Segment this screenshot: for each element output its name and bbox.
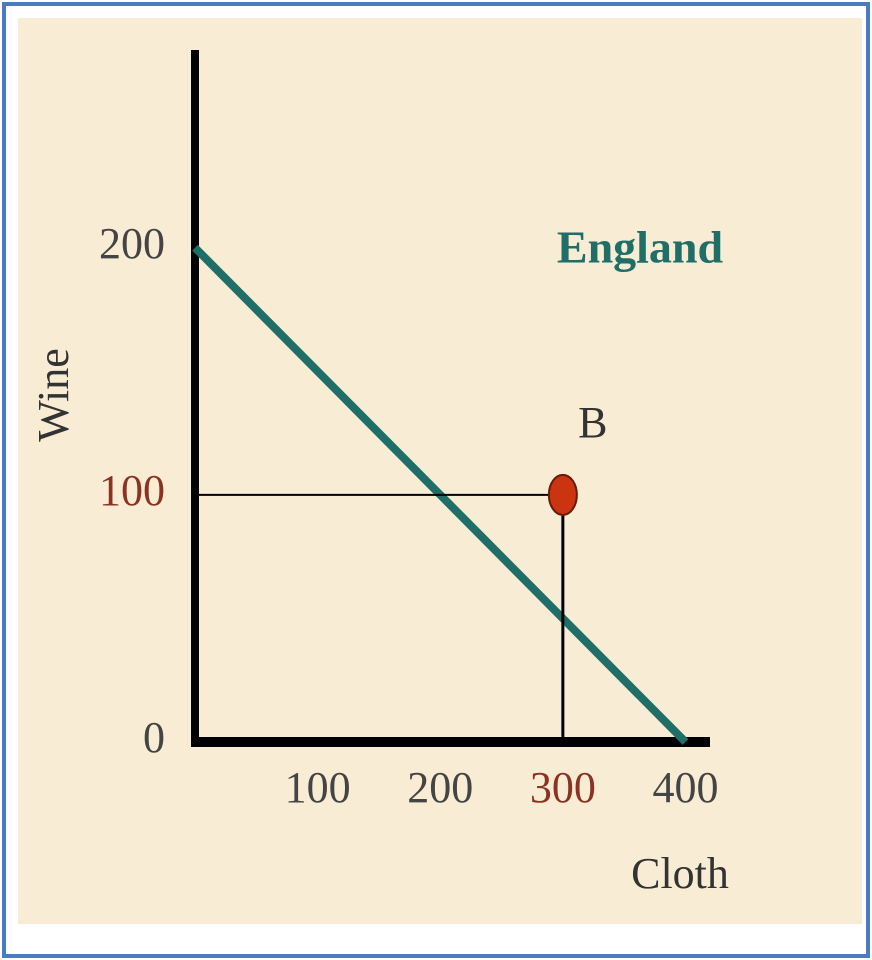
annotation: England — [557, 222, 724, 273]
x-tick-label: 300 — [530, 763, 596, 812]
x-tick-label: 200 — [407, 763, 473, 812]
x-axis-label: Cloth — [631, 849, 729, 898]
y-tick-label: 200 — [99, 219, 165, 268]
y-tick-label: 0 — [143, 713, 165, 762]
plot-background — [18, 18, 862, 924]
point — [547, 473, 578, 516]
point-label: B — [578, 398, 607, 447]
x-tick-label: 100 — [285, 763, 351, 812]
y-axis-label: Wine — [29, 348, 78, 442]
x-tick-label: 400 — [652, 763, 718, 812]
plot: 0 100 200 100 200 300 400 B — [99, 50, 718, 812]
y-tick-label: 100 — [99, 466, 165, 515]
